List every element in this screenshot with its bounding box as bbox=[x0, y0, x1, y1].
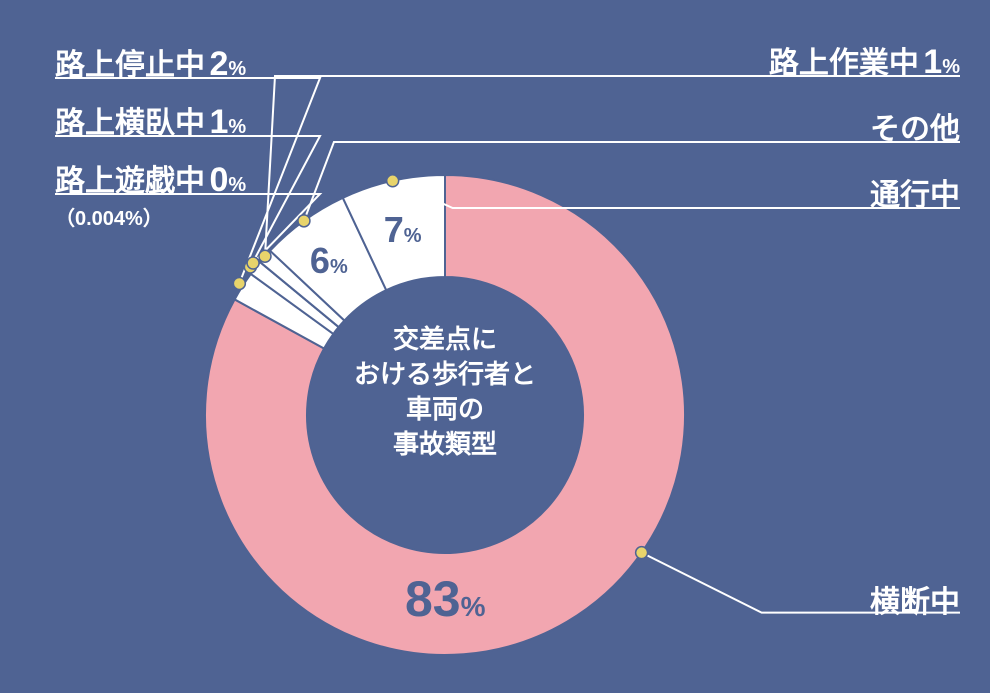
label-lying: 路上横臥中 1% bbox=[55, 98, 246, 142]
label-playing: 路上遊戯中 0%（0.004%） bbox=[55, 156, 246, 231]
label-other: その他 bbox=[870, 104, 960, 148]
label-stopped: 路上停止中 2% bbox=[55, 40, 246, 84]
label-working: 路上作業中 1% bbox=[769, 38, 960, 82]
pct-6: 6% bbox=[310, 240, 348, 282]
chart-stage: 交差点における歩行者と車両の事故類型 83% 6% 7% 路上停止中 2% 路上… bbox=[0, 0, 990, 693]
pct-83: 83% bbox=[405, 570, 486, 628]
label-passing: 通行中 bbox=[870, 170, 960, 214]
label-crossing: 横断中 bbox=[870, 577, 960, 621]
center-title: 交差点における歩行者と車両の事故類型 bbox=[315, 322, 575, 462]
pct-7: 7% bbox=[384, 209, 422, 251]
